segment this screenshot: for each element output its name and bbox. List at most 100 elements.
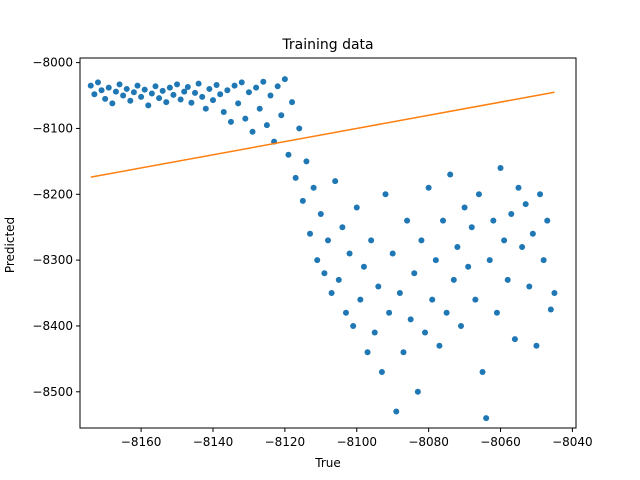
scatter-point xyxy=(443,309,450,316)
chart-marks xyxy=(87,76,558,422)
scatter-point xyxy=(145,102,152,109)
scatter-point xyxy=(267,92,274,99)
scatter-point xyxy=(432,257,439,264)
y-tick-label: −8200 xyxy=(32,187,73,201)
scatter-point xyxy=(91,91,98,98)
scatter-point xyxy=(199,93,206,100)
scatter-point xyxy=(447,171,454,178)
scatter-point xyxy=(235,100,242,107)
scatter-point xyxy=(278,112,285,119)
x-tick-label: −8120 xyxy=(265,435,306,449)
scatter-point xyxy=(378,369,385,376)
scatter-point xyxy=(170,91,177,98)
scatter-point xyxy=(231,82,238,89)
scatter-point xyxy=(188,99,195,106)
scatter-point xyxy=(224,87,231,94)
scatter-point xyxy=(375,283,382,290)
scatter-point xyxy=(174,81,181,88)
scatter-point xyxy=(192,89,199,96)
y-tick-label: −8300 xyxy=(32,253,73,267)
scatter-point xyxy=(418,237,425,244)
scatter-point xyxy=(177,96,184,103)
scatter-point xyxy=(497,164,504,171)
scatter-point xyxy=(112,88,119,95)
scatter-point xyxy=(400,349,407,356)
scatter-point xyxy=(102,95,109,102)
scatter-point xyxy=(364,349,371,356)
scatter-point xyxy=(274,83,281,90)
scatter-point xyxy=(332,178,339,185)
scatter-point xyxy=(454,243,461,250)
scatter-point xyxy=(465,263,472,270)
scatter-point xyxy=(353,204,360,211)
scatter-point xyxy=(245,89,252,96)
scatter-point xyxy=(396,290,403,297)
scatter-point xyxy=(310,184,317,191)
scatter-point xyxy=(249,128,256,135)
scatter-point xyxy=(425,184,432,191)
scatter-point xyxy=(87,82,94,89)
scatter-point xyxy=(411,270,418,277)
scatter-point xyxy=(141,86,148,93)
scatter-point xyxy=(242,115,249,122)
scatter-point xyxy=(328,290,335,297)
scatter-point xyxy=(368,237,375,244)
x-axis-label: True xyxy=(314,456,341,470)
scatter-point xyxy=(450,276,457,283)
scatter-point xyxy=(123,85,130,92)
scatter-point xyxy=(544,217,551,224)
scatter-point xyxy=(386,309,393,316)
scatter-point xyxy=(483,415,490,422)
scatter-point xyxy=(195,80,202,87)
scatter-point xyxy=(94,79,101,86)
x-tick-label: −8100 xyxy=(336,435,377,449)
scatter-point xyxy=(357,296,364,303)
scatter-point xyxy=(281,76,288,83)
scatter-point xyxy=(526,283,533,290)
scatter-point xyxy=(335,276,342,283)
scatter-point xyxy=(209,97,216,104)
scatter-point xyxy=(292,174,299,181)
scatter-point xyxy=(213,81,220,88)
scatter-point xyxy=(537,191,544,198)
scatter-point xyxy=(314,257,321,264)
scatter-point xyxy=(127,97,134,104)
scatter-point xyxy=(159,87,166,94)
scatter-point xyxy=(422,329,429,336)
scatter-point xyxy=(184,83,191,90)
y-tick-label: −8500 xyxy=(32,385,73,399)
y-tick-label: −8000 xyxy=(32,56,73,70)
scatter-point xyxy=(152,83,159,90)
scatter-point xyxy=(493,309,500,316)
scatter-point xyxy=(105,84,112,91)
y-tick-label: −8400 xyxy=(32,319,73,333)
scatter-point xyxy=(202,105,209,112)
scatter-point xyxy=(360,263,367,270)
scatter-point xyxy=(120,92,127,99)
scatter-point xyxy=(371,329,378,336)
scatter-point xyxy=(156,95,163,102)
scatter-point xyxy=(414,388,421,395)
scatter-point xyxy=(533,342,540,349)
x-tick-label: −8160 xyxy=(121,435,162,449)
scatter-point xyxy=(547,306,554,313)
scatter-point xyxy=(529,230,536,237)
scatter-point xyxy=(479,369,486,376)
scatter-point xyxy=(217,91,224,98)
scatter-point xyxy=(238,79,245,86)
scatter-point xyxy=(285,151,292,158)
axes: −8160 −8140 −8120 −8100 −8080 −8060 −8040 −8000… xyxy=(32,56,592,449)
x-tick-label: −8060 xyxy=(480,435,521,449)
scatter-point xyxy=(116,81,123,88)
scatter-point xyxy=(317,211,324,218)
scatter-point xyxy=(382,191,389,198)
scatter-point xyxy=(299,197,306,204)
scatter-point xyxy=(436,342,443,349)
chart-title: Training data xyxy=(281,37,373,53)
scatter-point xyxy=(440,217,447,224)
scatter-point xyxy=(429,296,436,303)
scatter-point xyxy=(220,108,227,115)
scatter-point xyxy=(206,85,213,92)
